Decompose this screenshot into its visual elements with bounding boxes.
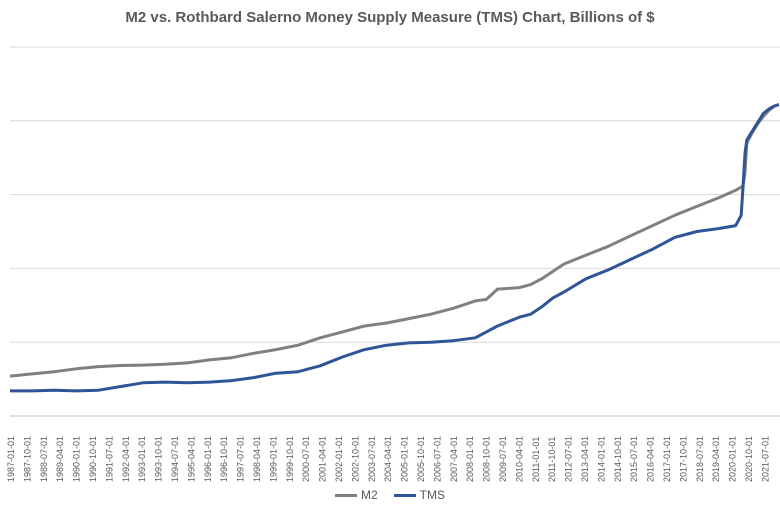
x-tick-label: 2020-10-01 — [744, 436, 754, 482]
x-tick-label: 1987-01-01 — [6, 436, 16, 482]
x-tick-label: 2000-07-01 — [301, 436, 311, 482]
legend-item-m2: M2 — [334, 488, 378, 502]
x-tick-label: 2017-01-01 — [662, 436, 672, 482]
x-tick-label: 2016-04-01 — [646, 436, 656, 482]
x-tick-label: 2010-04-01 — [514, 436, 524, 482]
x-tick-label: 2020-01-01 — [728, 436, 738, 482]
x-tick-label: 2009-07-01 — [498, 436, 508, 482]
x-tick-label: 1996-01-01 — [203, 436, 213, 482]
x-tick-label: 2019-04-01 — [711, 436, 721, 482]
x-tick-labels: 1987-01-01 1987-10-01 1988-07-01 1989-04-01… — [6, 436, 770, 482]
x-tick-label: 1993-10-01 — [154, 436, 164, 482]
legend-item-tms: TMS — [393, 488, 445, 502]
legend-label-m2: M2 — [360, 488, 378, 502]
chart-title: M2 vs. Rothbard Salerno Money Supply Mea… — [125, 9, 655, 26]
x-tick-label: 2003-07-01 — [367, 436, 377, 482]
x-tick-label: 1990-10-01 — [88, 436, 98, 482]
x-tick-label: 1999-10-01 — [285, 436, 295, 482]
x-tick-label: 2002-10-01 — [350, 436, 360, 482]
x-tick-label: 1992-04-01 — [121, 436, 131, 482]
x-tick-label: 1993-01-01 — [137, 436, 147, 482]
x-tick-label: 2015-07-01 — [629, 436, 639, 482]
gridlines — [10, 46, 780, 417]
x-tick-label: 1996-10-01 — [219, 436, 229, 482]
x-tick-label: 2007-04-01 — [449, 436, 459, 482]
legend: M2 TMS — [0, 488, 780, 502]
x-tick-label: 2014-01-01 — [596, 436, 606, 482]
series-line-tms — [10, 103, 780, 393]
legend-swatch-tms — [393, 493, 416, 497]
x-tick-label: 2006-07-01 — [432, 436, 442, 482]
x-tick-label: 1987-10-01 — [22, 436, 32, 482]
x-tick-label: 1990-01-01 — [72, 436, 82, 482]
x-tick-label: 2017-10-01 — [678, 436, 688, 482]
x-tick-label: 1988-07-01 — [39, 436, 49, 482]
x-tick-label: 2018-07-01 — [695, 436, 705, 482]
x-tick-label: 1991-07-01 — [104, 436, 114, 482]
x-tick-label: 2005-10-01 — [416, 436, 426, 482]
legend-swatch-m2 — [334, 493, 357, 497]
x-tick-label: 1989-04-01 — [55, 436, 65, 482]
series-line-m2 — [9, 103, 780, 378]
x-tick-label: 2012-07-01 — [564, 436, 574, 482]
x-tick-label: 1999-01-01 — [268, 436, 278, 482]
x-tick-label: 2008-01-01 — [465, 436, 475, 482]
x-tick-label: 2001-04-01 — [318, 436, 328, 482]
x-tick-label: 2004-04-01 — [383, 436, 393, 482]
x-tick-label: 2013-04-01 — [580, 436, 590, 482]
legend-label-tms: TMS — [419, 488, 445, 502]
x-tick-label: 2011-10-01 — [547, 437, 557, 482]
x-tick-label: 2008-10-01 — [482, 436, 492, 482]
x-tick-label: 2005-01-01 — [400, 436, 410, 482]
x-tick-label: 2014-10-01 — [613, 436, 623, 482]
x-tick-label: 2011-01-01 — [531, 437, 541, 482]
x-tick-label: 1998-04-01 — [252, 436, 262, 482]
x-tick-label: 1997-07-01 — [236, 436, 246, 482]
x-tick-label: 1995-04-01 — [186, 436, 196, 482]
x-tick-label: 2002-01-01 — [334, 436, 344, 482]
x-tick-label: 2021-07-01 — [760, 436, 770, 482]
x-tick-label: 1994-07-01 — [170, 436, 180, 482]
series-lines — [9, 103, 780, 393]
